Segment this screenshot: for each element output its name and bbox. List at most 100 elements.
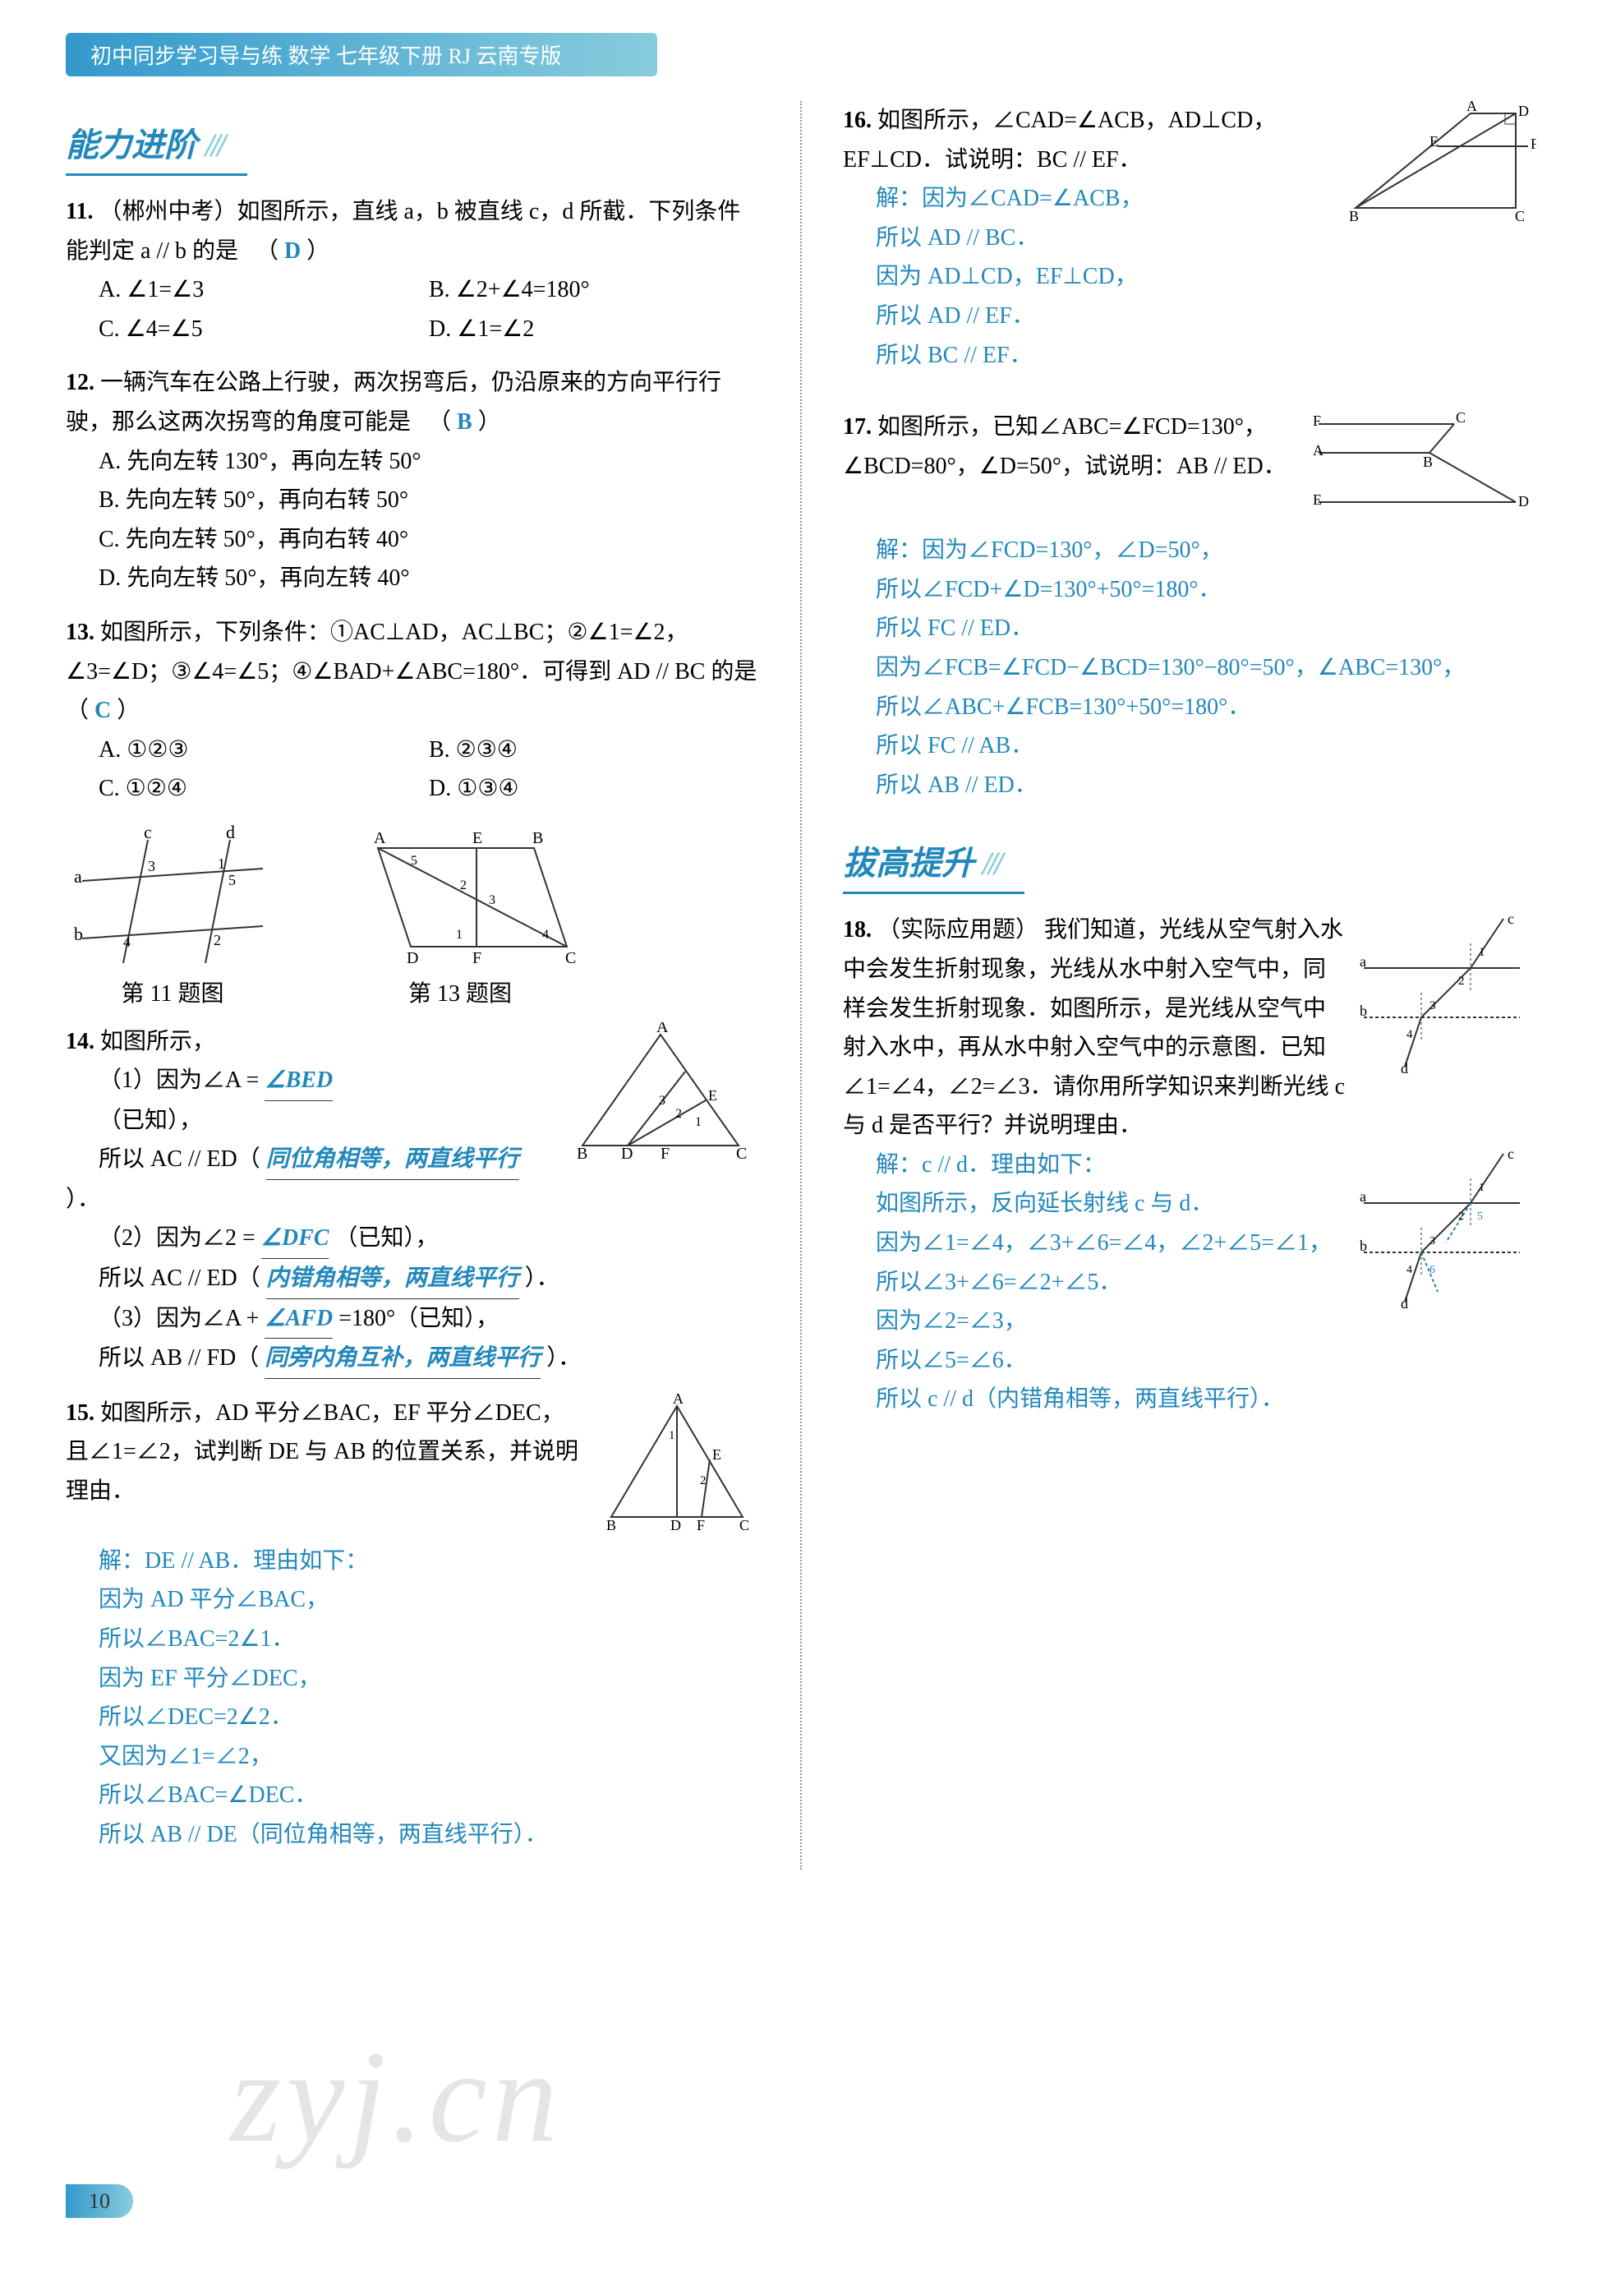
- svg-text:a: a: [1360, 1188, 1366, 1205]
- svg-text:D: D: [407, 949, 418, 967]
- svg-text:A: A: [1466, 101, 1477, 114]
- svg-text:c: c: [1508, 1146, 1514, 1162]
- problem-11: 11. （郴州中考）如图所示，直线 a，b 被直线 c，d 所截．下列条件能判定…: [66, 192, 759, 348]
- svg-text:1: 1: [456, 928, 463, 942]
- section-enhance: 拔高提升: [843, 836, 1024, 894]
- p18-text: 我们知道，光线从空气射入水中会发生折射现象，光线从水中射入空气中，同样会发生折射…: [843, 917, 1345, 1138]
- svg-text:A: A: [656, 1022, 669, 1036]
- figure-18a: c a b d 1 2 3 4: [1356, 911, 1536, 1075]
- svg-text:1: 1: [1479, 1182, 1485, 1194]
- svg-text:c: c: [1508, 911, 1514, 927]
- svg-text:2: 2: [1458, 975, 1465, 988]
- p16-sol4: 所以 AD // EF．: [876, 297, 1536, 336]
- section-ability: 能力进阶: [66, 118, 247, 176]
- p14-l2b: （已知），: [334, 1225, 438, 1251]
- figure-15: A B D F C E 1 2: [595, 1394, 759, 1533]
- p17-sol4: 因为∠FCB=∠FCD−∠BCD=130°−80°=50°，∠ABC=130°，: [876, 648, 1536, 688]
- fig17-svg: F C A B E D: [1306, 408, 1536, 523]
- p17-sol7: 所以 AB // ED．: [876, 766, 1536, 805]
- svg-text:2: 2: [675, 1107, 682, 1121]
- svg-text:d: d: [1401, 1060, 1408, 1075]
- p15-sol5: 所以∠DEC=2∠2．: [99, 1698, 759, 1737]
- pnum-11: 11.: [66, 199, 93, 224]
- p16-sol3: 因为 AD⊥CD，EF⊥CD，: [876, 257, 1536, 297]
- svg-text:C: C: [739, 1517, 749, 1533]
- p17-sol2: 所以∠FCD+∠D=130°+50°=180°．: [876, 570, 1536, 610]
- p14-fill2: 同位角相等，两直线平行: [266, 1140, 519, 1180]
- p15-sol2: 因为 AD 平分∠BAC，: [99, 1580, 759, 1620]
- p14-fill1: ∠BED: [265, 1061, 333, 1101]
- fig15-svg: A B D F C E 1 2: [595, 1394, 759, 1533]
- svg-text:2: 2: [460, 878, 467, 892]
- p15-sol4: 因为 EF 平分∠DEC，: [99, 1659, 759, 1699]
- p12-optB: B. 先向左转 50°，再向右转 50°: [99, 481, 759, 520]
- svg-text:B: B: [577, 1145, 587, 1162]
- figure-18b: c a b d 1 2 3 4 5 6: [1356, 1146, 1536, 1310]
- p11-optD: D. ∠1=∠2: [429, 310, 759, 349]
- svg-text:3: 3: [1429, 999, 1436, 1012]
- problem-15: A B D F C E 1 2 15. 如图所示，AD 平分∠BAC，EF 平分…: [66, 1394, 759, 1855]
- svg-text:b: b: [74, 924, 83, 944]
- book-header: 初中同步学习导与练 数学 七年级下册 RJ 云南专版: [66, 33, 657, 76]
- svg-text:3: 3: [659, 1094, 665, 1108]
- svg-text:E: E: [472, 829, 482, 847]
- svg-text:a: a: [74, 866, 82, 887]
- pnum-14: 14.: [66, 1029, 94, 1054]
- figcap-11: 第 11 题图: [66, 975, 279, 1014]
- p12-optA: A. 先向左转 130°，再向左转 50°: [99, 442, 759, 482]
- fig18b-svg: c a b d 1 2 3 4 5 6: [1356, 1146, 1536, 1310]
- svg-text:1: 1: [218, 855, 225, 872]
- svg-text:4: 4: [1406, 1264, 1412, 1276]
- page-footer: 10: [66, 2189, 133, 2214]
- p15-text: 如图所示，AD 平分∠BAC，EF 平分∠DEC，且∠1=∠2，试判断 DE 与…: [66, 1400, 578, 1504]
- figure-17: F C A B E D: [1306, 408, 1536, 523]
- pnum-13: 13.: [66, 620, 94, 645]
- p15-sol1: 解：DE // AB．理由如下：: [99, 1542, 759, 1581]
- problem-14: A E B D F C 3 2 1 14. 如图所示， （1）因为∠A = ∠B…: [66, 1022, 759, 1379]
- svg-text:F: F: [1313, 413, 1321, 429]
- fig13-svg: A E B D F C 5 2 3 1 4: [329, 823, 592, 971]
- p18-sol7: 所以 c // d（内错角相等，两直线平行）．: [876, 1380, 1536, 1419]
- svg-text:1: 1: [669, 1429, 675, 1442]
- figure-13: A E B D F C 5 2 3 1 4 第 13 题图: [329, 823, 592, 1014]
- p15-sol8: 所以 AB // DE（同位角相等，两直线平行）．: [99, 1815, 759, 1855]
- p14-fill3: ∠DFC: [261, 1219, 329, 1259]
- watermark: zyj.cn: [230, 2021, 563, 2173]
- page-number: 10: [66, 2184, 133, 2218]
- svg-text:B: B: [1423, 454, 1433, 470]
- svg-text:5: 5: [411, 854, 417, 868]
- p14-intro: 如图所示，: [100, 1029, 215, 1054]
- svg-text:d: d: [1401, 1295, 1408, 1310]
- p14-l3a: （3）因为∠A +: [99, 1306, 259, 1331]
- problem-12: 12. 一辆汽车在公路上行驶，两次拐弯后，仍沿原来的方向平行行驶，那么这两次拐弯…: [66, 363, 759, 598]
- p14-l1d: ）．: [66, 1187, 100, 1212]
- p14-l2d: ）．: [525, 1266, 559, 1291]
- pnum-17: 17.: [843, 414, 872, 440]
- p11-optC: C. ∠4=∠5: [99, 310, 429, 349]
- svg-text:2: 2: [1458, 1210, 1464, 1223]
- fig11-svg: a b c d 3 1 5 4 2: [66, 823, 279, 971]
- svg-text:A: A: [374, 829, 386, 847]
- p12-text: 一辆汽车在公路上行驶，两次拐弯后，仍沿原来的方向平行行驶，那么这两次拐弯的角度可…: [66, 370, 721, 435]
- pnum-18: 18.: [843, 917, 872, 943]
- p14-l2c: 所以 AC // ED（: [99, 1266, 260, 1291]
- svg-text:F: F: [472, 949, 481, 967]
- fig16-svg: A D E F B C: [1331, 101, 1536, 224]
- svg-text:3: 3: [148, 858, 155, 874]
- column-divider: [800, 101, 802, 1870]
- p15-sol7: 所以∠BAC=∠DEC．: [99, 1776, 759, 1815]
- svg-text:3: 3: [489, 893, 495, 907]
- fig14-svg: A E B D F C 3 2 1: [562, 1022, 759, 1162]
- fig18a-svg: c a b d 1 2 3 4: [1356, 911, 1536, 1075]
- p16-sol5: 所以 BC // EF．: [876, 336, 1536, 376]
- svg-text:F: F: [661, 1145, 670, 1162]
- svg-text:E: E: [1313, 491, 1322, 508]
- right-column: A D E F B C 16. 如图所示，∠CAD=∠ACB，AD⊥CD，EF⊥…: [843, 101, 1536, 1870]
- p14-l2a: （2）因为∠2 =: [99, 1225, 255, 1251]
- figure-14: A E B D F C 3 2 1: [562, 1022, 759, 1162]
- svg-text:3: 3: [1429, 1235, 1435, 1247]
- p13-optD: D. ①③④: [429, 769, 759, 809]
- svg-text:D: D: [1518, 493, 1529, 509]
- p11-optB: B. ∠2+∠4=180°: [429, 270, 759, 310]
- svg-text:A: A: [673, 1394, 684, 1407]
